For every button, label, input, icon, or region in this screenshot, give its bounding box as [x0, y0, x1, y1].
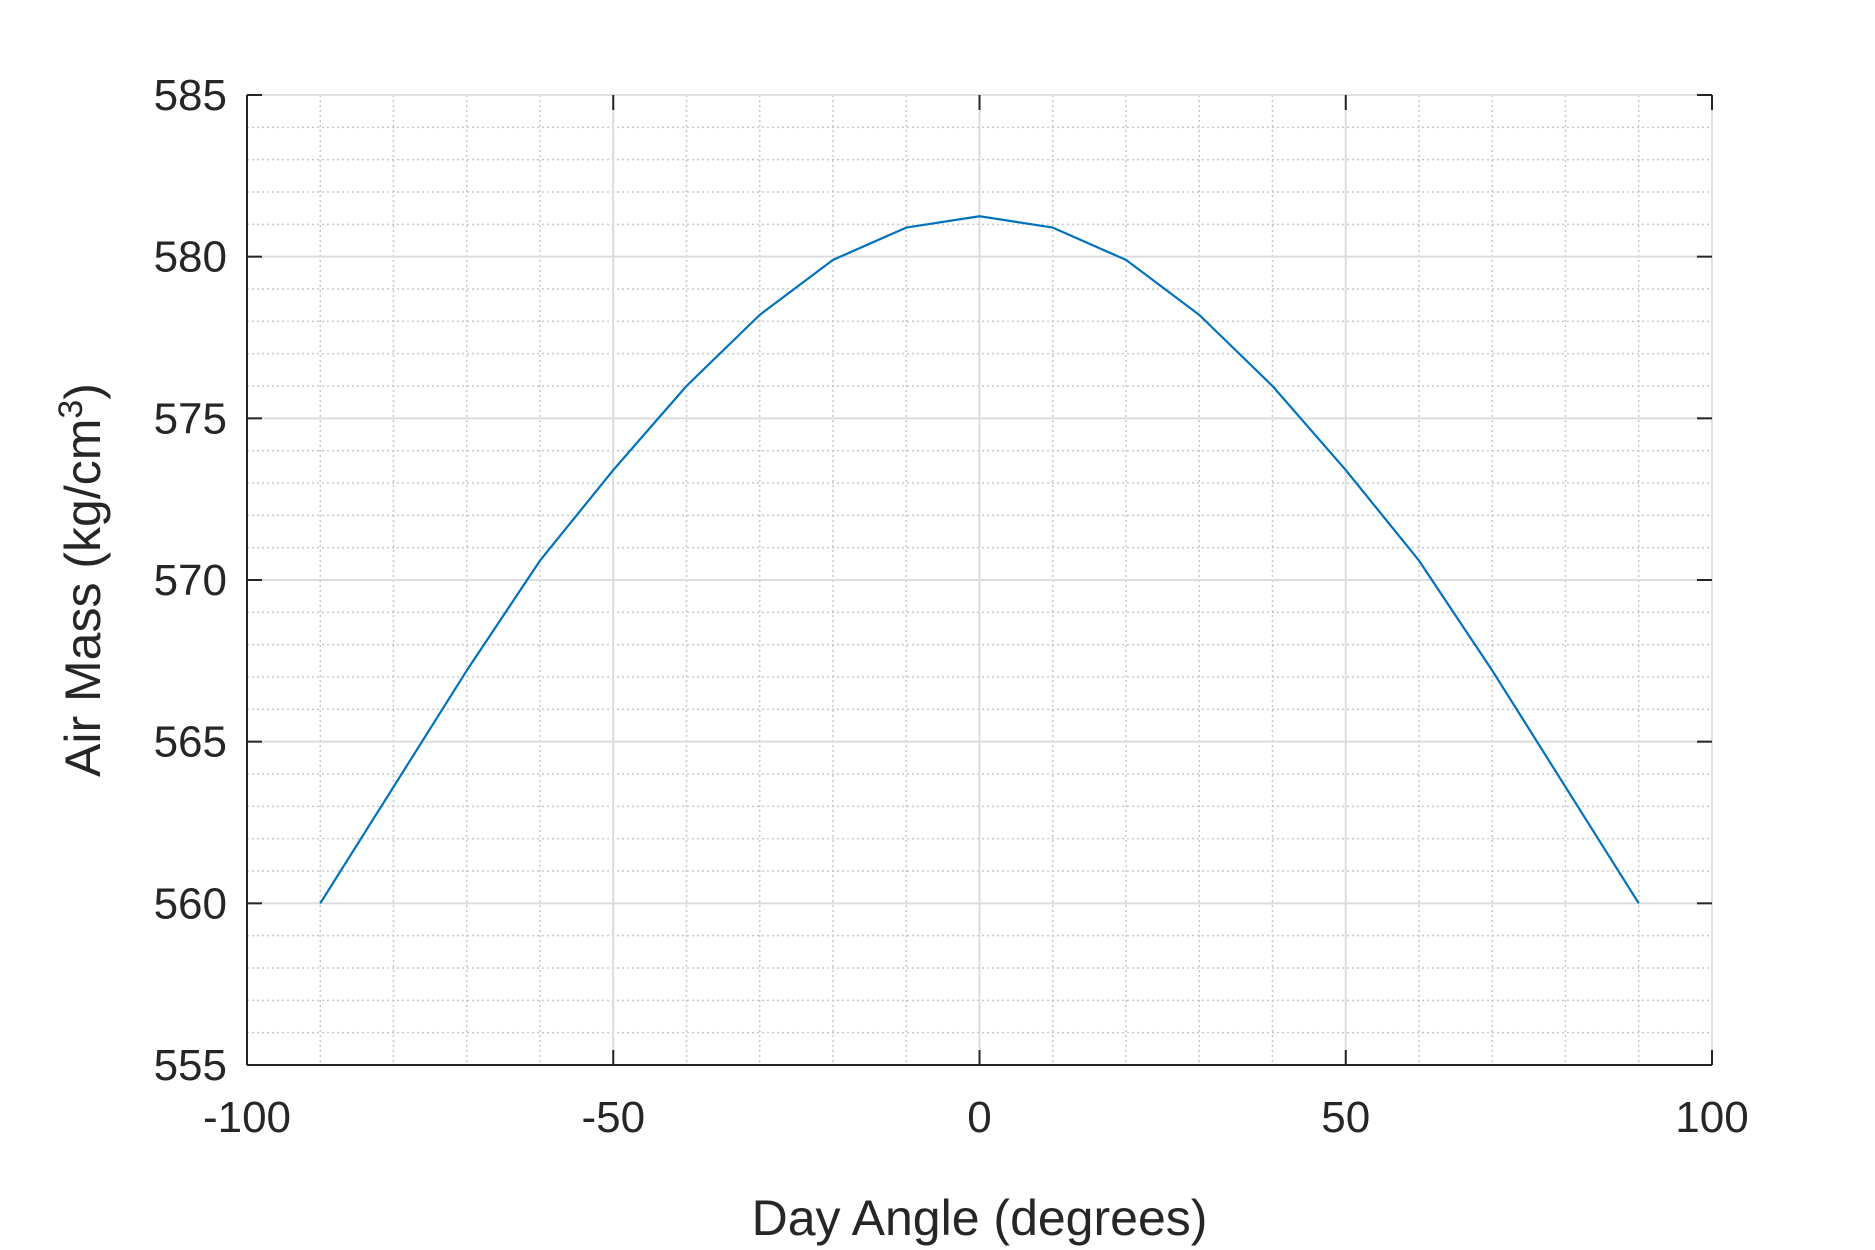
series-line	[319, 215, 1640, 904]
y-axis-label-prefix: Air Mass (kg/cm	[55, 419, 111, 777]
y-axis-label-suffix: )	[55, 383, 111, 400]
x-tick-label: -100	[203, 1093, 291, 1142]
y-tick-label: 585	[154, 71, 227, 120]
y-tick-label: 575	[154, 394, 227, 443]
y-axis-label: Air Mass (kg/cm3)	[52, 383, 111, 777]
y-axis-label-superscript: 3	[52, 400, 90, 419]
y-tick-label: 565	[154, 718, 227, 767]
x-tick-label: -50	[581, 1093, 645, 1142]
axes	[246, 94, 1713, 1066]
series-layer	[319, 215, 1640, 904]
x-tick-label: 100	[1675, 1093, 1748, 1142]
x-tick-label: 50	[1321, 1093, 1370, 1142]
y-tick-label: 580	[154, 233, 227, 282]
tick-labels: -100 -50 0 50 100 555 560 565 570 575 580 585	[154, 71, 1749, 1142]
y-tick-label: 555	[154, 1041, 227, 1090]
x-tick-label: 0	[967, 1093, 991, 1142]
y-tick-label: 570	[154, 556, 227, 605]
x-axis-label: Day Angle (degrees)	[752, 1190, 1208, 1246]
y-tick-label: 560	[154, 879, 227, 928]
